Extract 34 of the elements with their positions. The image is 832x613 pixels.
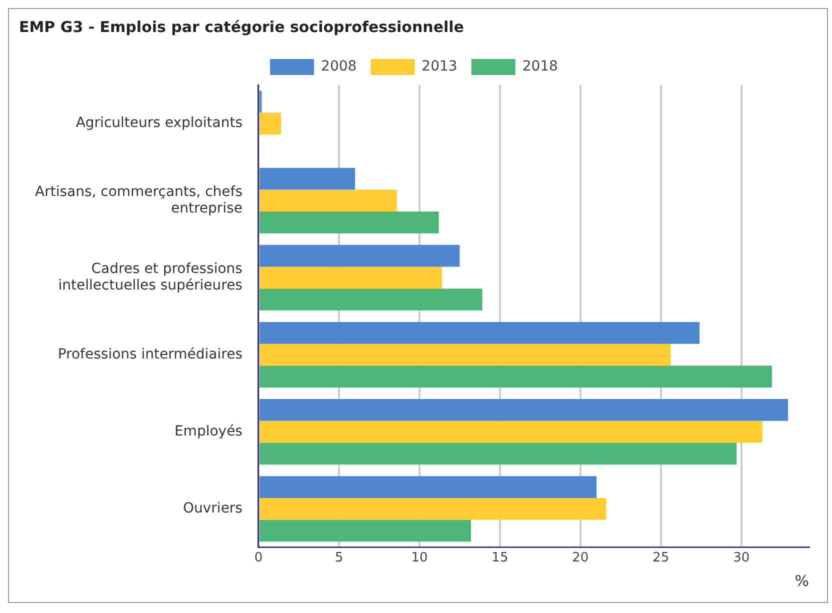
bar [259,112,282,134]
bar [259,212,439,234]
x-axis-title: % [794,572,809,590]
legend-label: 2018 [522,58,558,75]
x-tick-label: 30 [733,550,750,566]
chart-title: EMP G3 - Emplois par catégorie socioprofessionnelle [19,18,464,36]
bar [259,420,762,443]
legend-label: 2013 [422,58,458,75]
bar [259,399,788,421]
bar [259,190,397,212]
y-tick-label: Professions intermédiaires [58,346,242,362]
bar [259,442,737,465]
x-tick-label: 25 [652,550,670,566]
bar [259,266,442,289]
y-tick-label: Employés [174,423,242,440]
x-tick-label: 0 [254,550,263,566]
y-tick-label: Agriculteurs exploitants [76,115,242,132]
bar [259,366,772,388]
bar [259,344,671,366]
x-tick-label: 20 [572,550,589,566]
bar [259,498,606,520]
bar [259,476,597,498]
bar [259,168,356,190]
x-tick-label: 5 [334,550,344,566]
y-tick-label: Cadres et professions intellectuelles supérieures [58,260,242,294]
x-tick-label: 10 [411,550,428,566]
bar [259,520,471,542]
bar [259,244,460,267]
legend-label: 2008 [321,58,357,75]
y-tick-label: Ouvriers [182,500,242,517]
y-tick-label: Artisans, commerçants, chefs entreprise [34,184,242,217]
bar [259,322,700,344]
bar [259,288,482,310]
x-tick-label: 15 [492,550,508,566]
